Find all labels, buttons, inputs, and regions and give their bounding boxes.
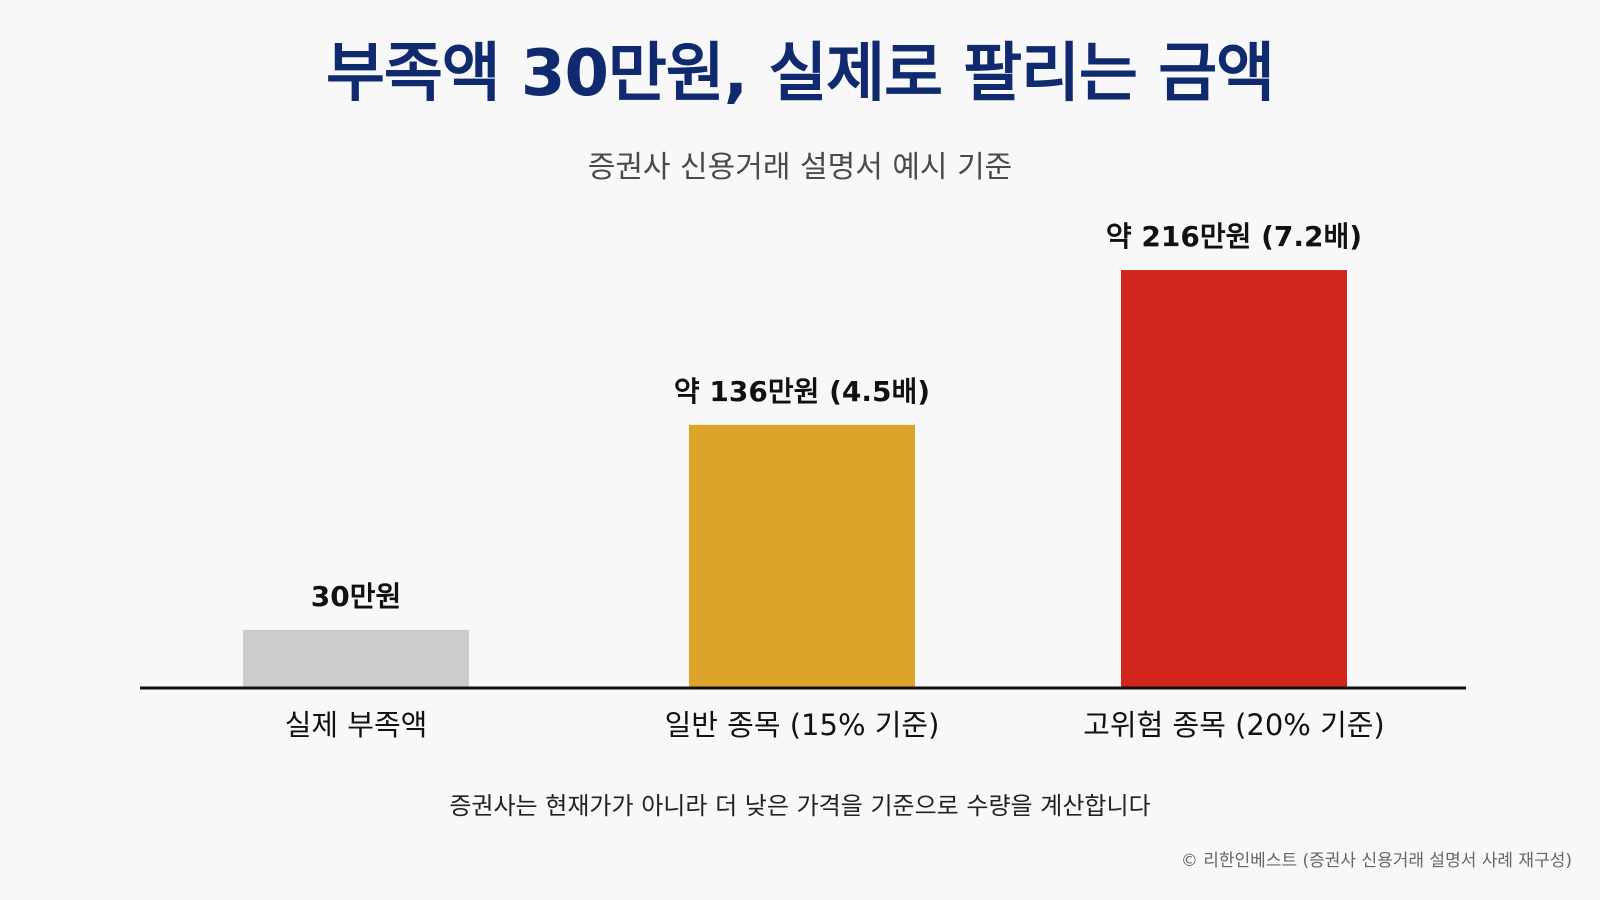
footnote: 증권사는 현재가가 아니라 더 낮은 가격을 기준으로 수량을 계산합니다 [449,792,1151,820]
chart-subtitle: 증권사 신용거래 설명서 예시 기준 [587,150,1013,185]
bar-value-label-1: 30만원 [311,580,402,613]
bar-value-label-3: 약 216만원 (7.2배) [1106,220,1362,253]
bar-3 [1121,270,1347,688]
category-label-1: 실제 부족액 [285,708,428,742]
category-label-3: 고위험 종목 (20% 기준) [1083,708,1385,742]
credit-text: © 리한인베스트 (증권사 신용거래 설명서 사례 재구성) [1180,851,1572,871]
bar-2 [689,424,915,688]
bar-1 [243,629,469,688]
chart-title: 부족액 30만원, 실제로 팔리는 금액 [326,37,1275,111]
bar-value-label-2: 약 136만원 (4.5배) [674,375,930,408]
category-label-2: 일반 종목 (15% 기준) [665,708,940,742]
